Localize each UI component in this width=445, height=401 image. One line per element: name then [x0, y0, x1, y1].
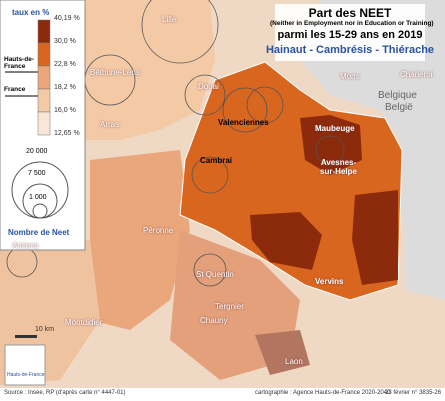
- size-circle: [32, 203, 48, 219]
- zone-laon: [255, 330, 310, 375]
- subtitle: Hainaut - Cambrésis - Thiérache: [265, 44, 435, 56]
- place-label: Arras: [100, 120, 120, 129]
- place-label: Avesnes-sur-Helpe: [320, 158, 357, 176]
- place-label: Lille: [162, 15, 177, 24]
- place-label: Maubeuge: [315, 124, 355, 133]
- title-note: (Neither in Employment nor in Education …: [270, 20, 434, 27]
- legend-title: Nombre de Neet: [8, 228, 70, 237]
- source: Source : Insee, RP (d'après carte n° 444…: [4, 390, 126, 396]
- legend-swatch: [37, 65, 51, 90]
- title-box: [275, 4, 425, 61]
- legend-break: 30,0 %: [54, 38, 76, 45]
- legend-swatch: [37, 42, 51, 67]
- scale-label: 10 km: [35, 326, 55, 333]
- place-label: Béthune-Lens: [90, 68, 140, 77]
- neet-circle: [193, 253, 227, 287]
- place-label: St Quentin: [196, 270, 234, 279]
- place-label: Valenciennes: [218, 118, 269, 127]
- legend-swatch: [37, 19, 51, 44]
- place-label: Mons: [340, 72, 360, 81]
- marker-label: France: [4, 86, 26, 93]
- legend-break: 22,8 %: [54, 61, 76, 68]
- reference: 23 février n° 3835-26: [385, 390, 442, 396]
- place-label: Péronne: [143, 226, 174, 235]
- size-label: 20 000: [26, 148, 48, 155]
- neet-circle: [246, 86, 284, 124]
- scale-bar: [15, 335, 37, 338]
- neet-circle: [315, 135, 345, 165]
- logo-text: Hauts-de-France: [7, 372, 45, 378]
- size-label: 1 000: [29, 194, 47, 201]
- neet-circle: [184, 74, 226, 116]
- place-label: Charleroi: [400, 70, 433, 79]
- place-label: Amiens: [12, 241, 39, 250]
- legend-break: 18,2 %: [54, 84, 76, 91]
- title: Part des NEET: [308, 6, 392, 20]
- neet-circle: [191, 156, 229, 194]
- place-label: Vervins: [315, 277, 344, 286]
- place-label: Tergnier: [215, 302, 244, 311]
- size-label: 7 500: [28, 170, 46, 177]
- legend-break: 40,19 %: [54, 15, 80, 22]
- high-rate-zone: [300, 115, 362, 175]
- place-label: Belgique: [378, 90, 417, 101]
- belgium: [300, 0, 445, 300]
- legend-swatch: [37, 111, 51, 136]
- logo-box: [4, 344, 46, 386]
- neet-circle: [222, 87, 268, 133]
- place-label: België: [385, 102, 413, 113]
- high-rate-zone: [352, 190, 398, 285]
- legend-swatch: [37, 88, 51, 113]
- place-label: Montdidier: [65, 318, 103, 327]
- zone-mid: [90, 150, 190, 330]
- footer-bar: [0, 388, 445, 401]
- place-label: Laon: [285, 357, 303, 366]
- credit: cartographie : Agence Hauts-de-France 20…: [255, 390, 391, 396]
- legend-break: 12,65 %: [54, 130, 80, 137]
- legend-break: 16,0 %: [54, 107, 76, 114]
- place-label: Douai: [198, 82, 219, 91]
- high-rate-zone: [250, 212, 322, 270]
- zone-light: [85, 0, 215, 140]
- title: parmi les 15-29 ans en 2019: [277, 29, 423, 41]
- place-label: Chauny: [200, 316, 228, 325]
- marker-label: Hauts-de-France: [4, 56, 34, 70]
- place-label: Cambrai: [200, 156, 233, 165]
- legend-title: taux en %: [12, 8, 50, 17]
- neet-circle: [141, 0, 219, 64]
